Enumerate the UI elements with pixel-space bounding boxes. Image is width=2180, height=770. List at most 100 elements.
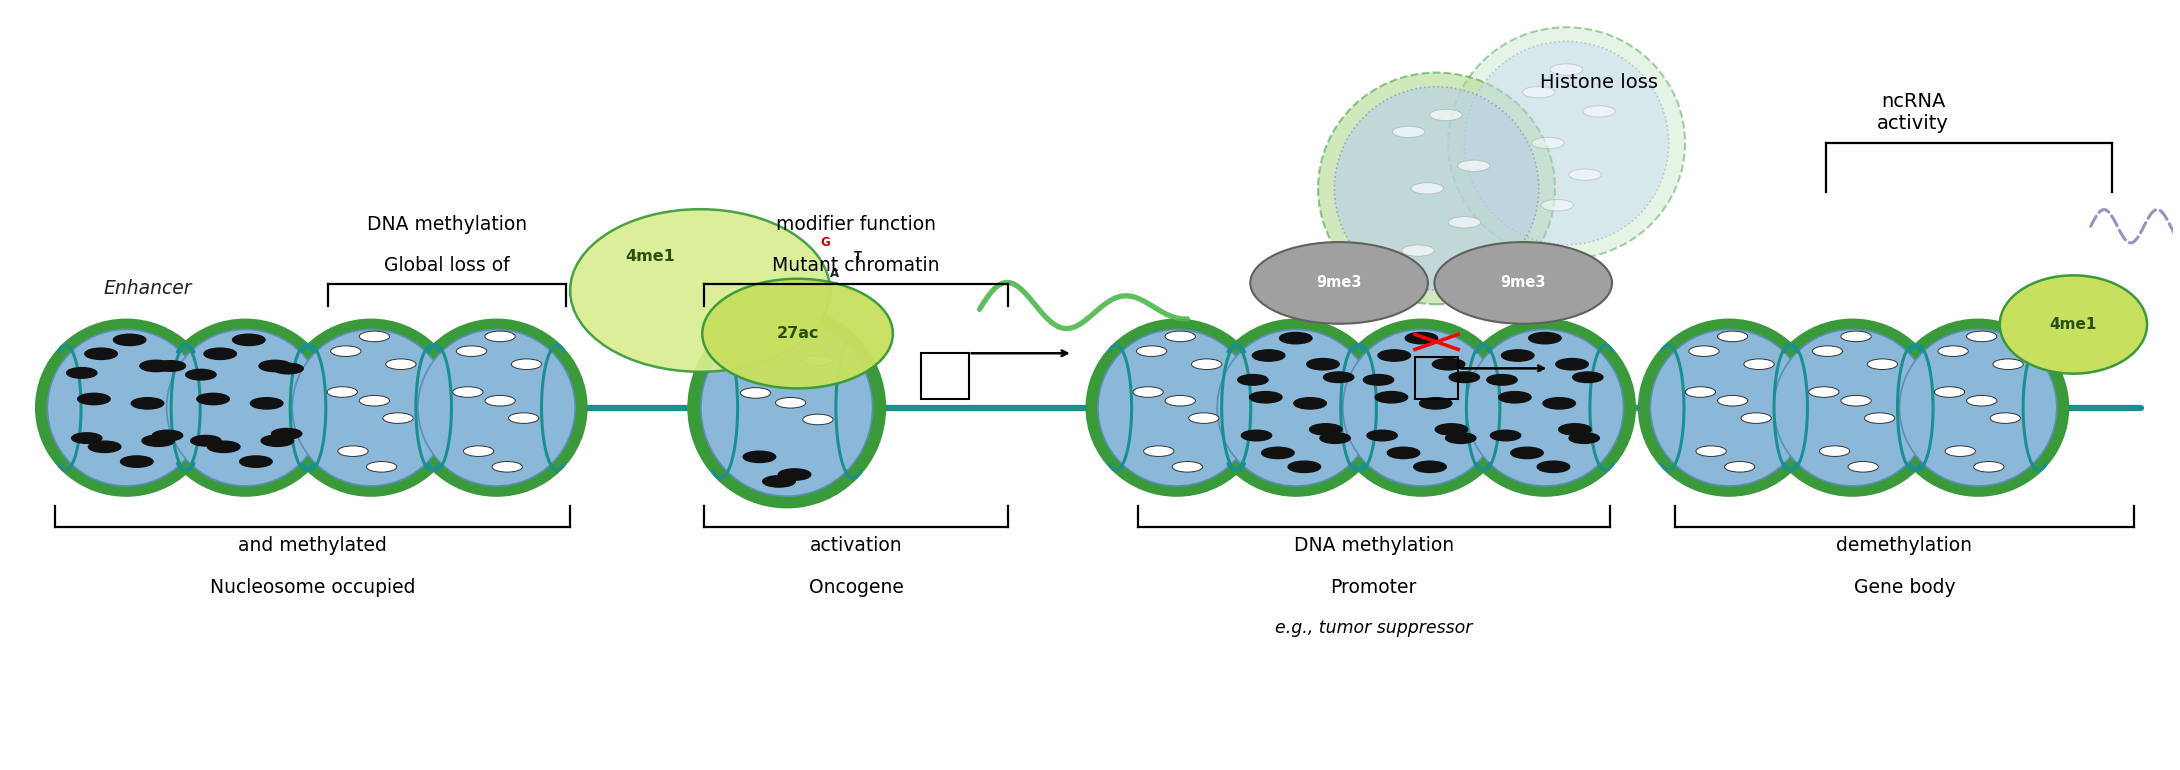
Circle shape — [763, 476, 796, 487]
Ellipse shape — [1448, 27, 1685, 259]
Circle shape — [1718, 396, 1748, 406]
Circle shape — [1450, 372, 1480, 383]
Circle shape — [1522, 86, 1554, 98]
Ellipse shape — [1454, 319, 1635, 497]
Text: e.g., tumor suppressor: e.g., tumor suppressor — [1275, 619, 1472, 638]
Circle shape — [508, 413, 538, 424]
Circle shape — [1570, 433, 1600, 444]
Circle shape — [72, 433, 102, 444]
Text: modifier function: modifier function — [776, 215, 935, 234]
Ellipse shape — [1467, 330, 1624, 486]
Ellipse shape — [1761, 319, 1945, 497]
Circle shape — [776, 323, 807, 334]
Circle shape — [259, 360, 292, 372]
Circle shape — [1376, 392, 1408, 403]
Bar — [920, 353, 968, 399]
Text: Gene body: Gene body — [1853, 578, 1955, 597]
Circle shape — [153, 430, 183, 440]
Circle shape — [1393, 126, 1426, 138]
Circle shape — [68, 367, 96, 378]
Text: 27ac: 27ac — [776, 326, 820, 341]
Circle shape — [1432, 359, 1465, 370]
Circle shape — [272, 363, 303, 374]
Circle shape — [1164, 331, 1195, 342]
Circle shape — [1966, 331, 1997, 342]
Circle shape — [1809, 387, 1840, 397]
Text: 4me1: 4me1 — [2049, 317, 2097, 332]
Ellipse shape — [1899, 330, 2056, 486]
Circle shape — [1724, 461, 1755, 472]
Circle shape — [140, 360, 172, 372]
Circle shape — [1537, 461, 1570, 473]
Ellipse shape — [1343, 330, 1500, 486]
Circle shape — [1188, 413, 1219, 424]
Circle shape — [1491, 430, 1522, 440]
Circle shape — [1306, 359, 1339, 370]
Text: 9me3: 9me3 — [1317, 276, 1362, 290]
Text: Histone loss: Histone loss — [1539, 73, 1659, 92]
Circle shape — [1280, 333, 1312, 343]
Circle shape — [142, 435, 174, 447]
Circle shape — [512, 359, 541, 370]
Circle shape — [366, 461, 397, 472]
Circle shape — [1550, 64, 1583, 75]
Text: demethylation: demethylation — [1836, 536, 1973, 555]
Circle shape — [464, 446, 495, 457]
Circle shape — [1934, 387, 1964, 397]
Circle shape — [272, 428, 301, 439]
Circle shape — [484, 396, 514, 406]
Circle shape — [1973, 461, 2003, 472]
Circle shape — [251, 397, 283, 409]
Circle shape — [1685, 387, 1716, 397]
Circle shape — [1528, 333, 1561, 343]
Circle shape — [360, 396, 390, 406]
Text: Mutant chromatin: Mutant chromatin — [772, 256, 940, 276]
Ellipse shape — [1216, 330, 1373, 486]
Circle shape — [155, 360, 185, 371]
Text: and methylated: and methylated — [238, 536, 386, 555]
Circle shape — [1249, 392, 1282, 403]
Circle shape — [78, 393, 111, 405]
Circle shape — [1262, 447, 1295, 459]
Ellipse shape — [1334, 87, 1539, 290]
Circle shape — [386, 359, 416, 370]
Text: ncRNA
activity: ncRNA activity — [1877, 92, 1949, 133]
Circle shape — [120, 456, 153, 467]
Ellipse shape — [1434, 242, 1611, 323]
Circle shape — [1868, 359, 1897, 370]
Circle shape — [1288, 461, 1321, 473]
Circle shape — [1487, 374, 1517, 385]
Text: DNA methylation: DNA methylation — [1293, 536, 1454, 555]
Circle shape — [131, 397, 163, 409]
Circle shape — [196, 393, 229, 405]
Circle shape — [1570, 169, 1602, 180]
Text: Oncogene: Oncogene — [809, 578, 903, 597]
Circle shape — [1583, 105, 1615, 117]
Circle shape — [1445, 433, 1476, 444]
Circle shape — [1164, 396, 1195, 406]
Ellipse shape — [419, 330, 576, 486]
Circle shape — [741, 387, 772, 398]
Circle shape — [262, 435, 294, 447]
Circle shape — [1136, 346, 1166, 357]
Ellipse shape — [1999, 276, 2147, 373]
Circle shape — [802, 355, 833, 366]
Circle shape — [1543, 397, 1576, 409]
Text: 4me1: 4me1 — [626, 249, 676, 264]
Circle shape — [1696, 446, 1727, 457]
Text: A: A — [831, 266, 839, 280]
Circle shape — [85, 348, 118, 360]
Text: Enhancer: Enhancer — [102, 279, 192, 298]
Ellipse shape — [1888, 319, 2069, 497]
Circle shape — [1448, 216, 1480, 228]
Text: Promoter: Promoter — [1330, 578, 1417, 597]
Ellipse shape — [1775, 330, 1931, 486]
Circle shape — [1945, 446, 1975, 457]
Circle shape — [1533, 137, 1565, 149]
Circle shape — [1402, 245, 1434, 256]
Circle shape — [1238, 374, 1269, 385]
Ellipse shape — [1251, 242, 1428, 323]
Circle shape — [1362, 374, 1393, 385]
Circle shape — [338, 446, 368, 457]
Circle shape — [1498, 392, 1530, 403]
